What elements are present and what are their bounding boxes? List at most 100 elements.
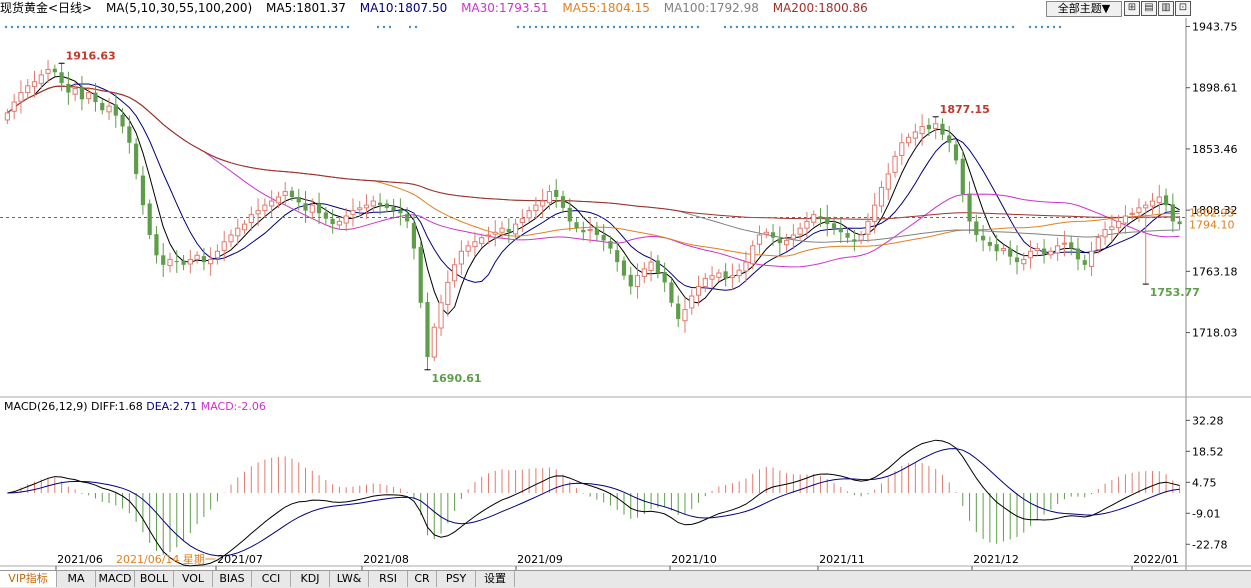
tab-4[interactable]: VOL xyxy=(174,571,213,587)
candles xyxy=(4,60,1182,370)
macd-header: MACD(26,12,9) DIFF:1.68 DEA:2.71 MACD:-2… xyxy=(4,400,266,413)
tab-3[interactable]: BOLL xyxy=(135,571,174,587)
candle-down xyxy=(174,261,179,263)
candle-down xyxy=(669,282,674,303)
annotation-label: 1753.77 xyxy=(1150,286,1200,299)
candle-up xyxy=(282,191,288,196)
candle-up xyxy=(167,258,173,267)
candle-up xyxy=(336,220,343,226)
ma55-value: MA55:1804.15 xyxy=(562,1,650,15)
grid-view-icon[interactable]: ⊞ xyxy=(1124,1,1140,16)
candle-up xyxy=(485,234,492,237)
event-dot xyxy=(696,25,700,29)
event-dot xyxy=(256,25,260,29)
event-dot xyxy=(771,25,775,29)
event-dot xyxy=(112,25,116,29)
candle-down xyxy=(974,221,979,235)
ma10-value: MA10:1807.50 xyxy=(359,1,448,15)
tab-5[interactable]: BIAS xyxy=(213,571,252,587)
tab-0[interactable]: VIP指标 xyxy=(0,571,57,587)
candle-up xyxy=(228,234,234,243)
event-dot xyxy=(58,25,62,29)
candle-up xyxy=(438,302,444,329)
plot-background xyxy=(0,18,1251,570)
candle-down xyxy=(1177,221,1182,225)
price-tick-label: 1763.18 xyxy=(1192,265,1238,278)
candle-up xyxy=(275,196,282,204)
tab-2[interactable]: MACD xyxy=(96,571,135,587)
candle-up xyxy=(235,227,241,237)
candle-down xyxy=(201,256,206,263)
event-dot xyxy=(414,25,418,29)
event-dot xyxy=(130,25,134,29)
event-dot xyxy=(88,25,92,29)
candle-up xyxy=(11,101,17,112)
candle-up xyxy=(499,227,505,233)
candle-down xyxy=(398,210,403,214)
event-dot xyxy=(310,25,314,29)
bar-view-icon[interactable]: ▥ xyxy=(1158,1,1174,16)
event-dot xyxy=(408,25,412,29)
candle-up xyxy=(892,155,898,173)
event-dot xyxy=(957,25,961,29)
macd-tick-label: 4.75 xyxy=(1192,476,1217,489)
candle-up xyxy=(479,237,485,244)
event-dot xyxy=(783,25,787,29)
tab-7[interactable]: KDJ xyxy=(291,571,330,587)
ma-line-200 xyxy=(7,85,1180,220)
candle-down xyxy=(1075,248,1081,260)
event-dot xyxy=(630,25,634,29)
candle-up xyxy=(1034,248,1040,251)
event-dot xyxy=(975,25,979,29)
event-dot xyxy=(28,25,32,29)
tab-12[interactable]: 设置 xyxy=(476,571,515,587)
symbol-title[interactable]: 现货黄金<日线> xyxy=(0,1,93,15)
tab-8[interactable]: LW& xyxy=(330,571,369,587)
event-dot xyxy=(94,25,98,29)
candle-up xyxy=(309,204,315,213)
candle-up xyxy=(709,275,715,280)
event-dot xyxy=(837,25,841,29)
event-dot xyxy=(678,25,682,29)
ma-params[interactable]: MA(5,10,30,55,100,200) xyxy=(105,1,253,15)
event-dot xyxy=(232,25,236,29)
event-dot xyxy=(268,25,272,29)
macd-panel: MACD(26,12,9) DIFF:1.68 DEA:2.71 MACD:-2… xyxy=(4,400,1227,567)
layout-view-icon[interactable]: ⊡ xyxy=(1175,1,1191,16)
candle-up xyxy=(431,326,437,358)
event-dot xyxy=(813,25,817,29)
candle-down xyxy=(79,86,85,100)
tab-10[interactable]: CR xyxy=(408,571,437,587)
candle-down xyxy=(418,246,423,303)
event-dot xyxy=(382,25,386,29)
event-dot xyxy=(576,25,580,29)
theme-select-button[interactable]: 全部主题▼ xyxy=(1046,1,1122,17)
candle-up xyxy=(350,210,356,215)
event-dot xyxy=(534,25,538,29)
event-dot xyxy=(915,25,919,29)
last-price-tag: 1802.93 xyxy=(1189,206,1235,219)
split-view-icon[interactable]: ▤ xyxy=(1141,1,1157,16)
tab-9[interactable]: RSI xyxy=(369,571,408,587)
candle-down xyxy=(947,135,952,143)
tab-1[interactable]: MA xyxy=(57,571,96,587)
tab-11[interactable]: PSY xyxy=(437,571,476,587)
candle-down xyxy=(127,126,132,143)
candle-up xyxy=(269,200,275,207)
candle-up xyxy=(1136,207,1142,213)
tab-6[interactable]: CCI xyxy=(252,571,291,587)
candle-up xyxy=(1027,250,1034,259)
event-dot xyxy=(807,25,811,29)
event-dot xyxy=(861,25,865,29)
candle-up xyxy=(533,204,539,212)
candle-up xyxy=(45,69,51,74)
price-tick-label: 1898.61 xyxy=(1192,82,1238,95)
event-dot xyxy=(52,25,56,29)
event-dot xyxy=(1040,25,1044,29)
event-dot xyxy=(618,25,622,29)
candle-up xyxy=(512,223,519,235)
event-dot xyxy=(546,25,550,29)
candle-down xyxy=(676,303,681,320)
candle-up xyxy=(262,204,268,212)
candle-up xyxy=(763,231,769,235)
